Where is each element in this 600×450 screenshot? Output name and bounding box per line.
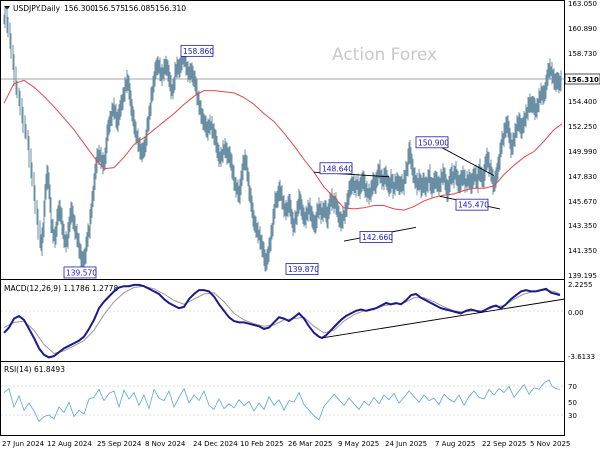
price-annotation-box: [63, 266, 97, 279]
price-annotation-box: [415, 136, 449, 149]
price-tick: 158.730: [568, 50, 597, 58]
macd-line: [3, 283, 561, 359]
last-price-badge: [564, 73, 600, 85]
x-tick: 26 Mar 2025: [288, 440, 332, 448]
price-annotation-box: [319, 162, 353, 175]
last-price-value: 156.310: [567, 76, 599, 84]
price-annotation: 142.660: [362, 233, 393, 242]
rsi-tick: 70: [568, 383, 577, 391]
x-tick: 24 Jun 2025: [385, 440, 427, 448]
price-tick: 141.350: [568, 247, 597, 255]
rsi-tick: 30: [568, 412, 577, 420]
price-annotation: 148.640: [322, 164, 353, 173]
price-tick: 163.050: [568, 0, 597, 8]
x-tick: 27 Jun 2024: [2, 440, 45, 448]
price-axis: 163.050 160.890 158.730 154.400 152.250 …: [568, 0, 597, 280]
price-tick: 149.990: [568, 148, 597, 156]
x-tick: 25 Sep 2024: [97, 440, 142, 448]
ohlc-close: 156.310: [155, 4, 186, 13]
macd-label: MACD(12,26,9) 1.1786 1.2778: [4, 284, 118, 293]
x-tick: 5 Nov 2025: [530, 440, 570, 448]
price-annotation: 145.470: [458, 201, 489, 210]
price-tick: 154.400: [568, 98, 597, 106]
price-tick: 143.350: [568, 222, 597, 230]
x-tick: 24 Dec 2024: [193, 440, 238, 448]
price-annotation: 150.900: [418, 138, 449, 147]
macd-tick: 0.00: [568, 309, 584, 317]
x-tick: 9 May 2025: [338, 440, 379, 448]
rsi-pane-frame: [0, 361, 565, 436]
price-annotation-box: [359, 231, 393, 243]
symbol-label: USDJPY.Daily: [13, 4, 61, 13]
macd-tick: -3.6133: [568, 353, 595, 361]
x-tick: 12 Aug 2024: [47, 440, 92, 448]
macd-trendline: [321, 298, 565, 339]
macd-signal-line: [3, 285, 561, 355]
price-annotation-box: [285, 263, 319, 275]
price-annotation: 158.860: [183, 47, 214, 56]
rsi-label: RSI(14) 61.8493: [4, 365, 65, 374]
watermark: Action Forex: [332, 45, 437, 65]
x-axis: 27 Jun 2024 12 Aug 2024 25 Sep 2024 8 No…: [2, 440, 570, 448]
ohlc-open: 156.300: [64, 4, 95, 13]
price-tick: 152.250: [568, 123, 597, 131]
x-tick: 10 Feb 2025: [240, 440, 284, 448]
x-tick: 22 Sep 2025: [482, 440, 526, 448]
price-tick: 147.830: [568, 173, 597, 181]
price-annotation-box: [180, 44, 214, 57]
price-tick: 139.195: [568, 272, 597, 280]
price-annotation: 139.570: [66, 268, 97, 277]
price-annotation-box: [455, 198, 489, 211]
price-tick: 160.890: [568, 25, 597, 33]
price-annotation: 139.870: [288, 265, 319, 274]
price-pane-frame: [0, 0, 565, 280]
ohlc-low: 156.085: [124, 4, 155, 13]
ohlc-high: 156.575: [94, 4, 125, 13]
x-tick: 7 Aug 2025: [435, 440, 475, 448]
moving-average-line: [3, 79, 563, 211]
series-layer: 158.860 148.640 150.900 145.470 142.660 139.5…: [3, 6, 565, 423]
price-tick: 145.670: [568, 198, 597, 206]
rsi-line: [3, 379, 561, 423]
rsi-tick: 50: [568, 399, 577, 407]
x-tick: 8 Nov 2024: [145, 440, 186, 448]
macd-tick: 2.2255: [568, 281, 593, 289]
